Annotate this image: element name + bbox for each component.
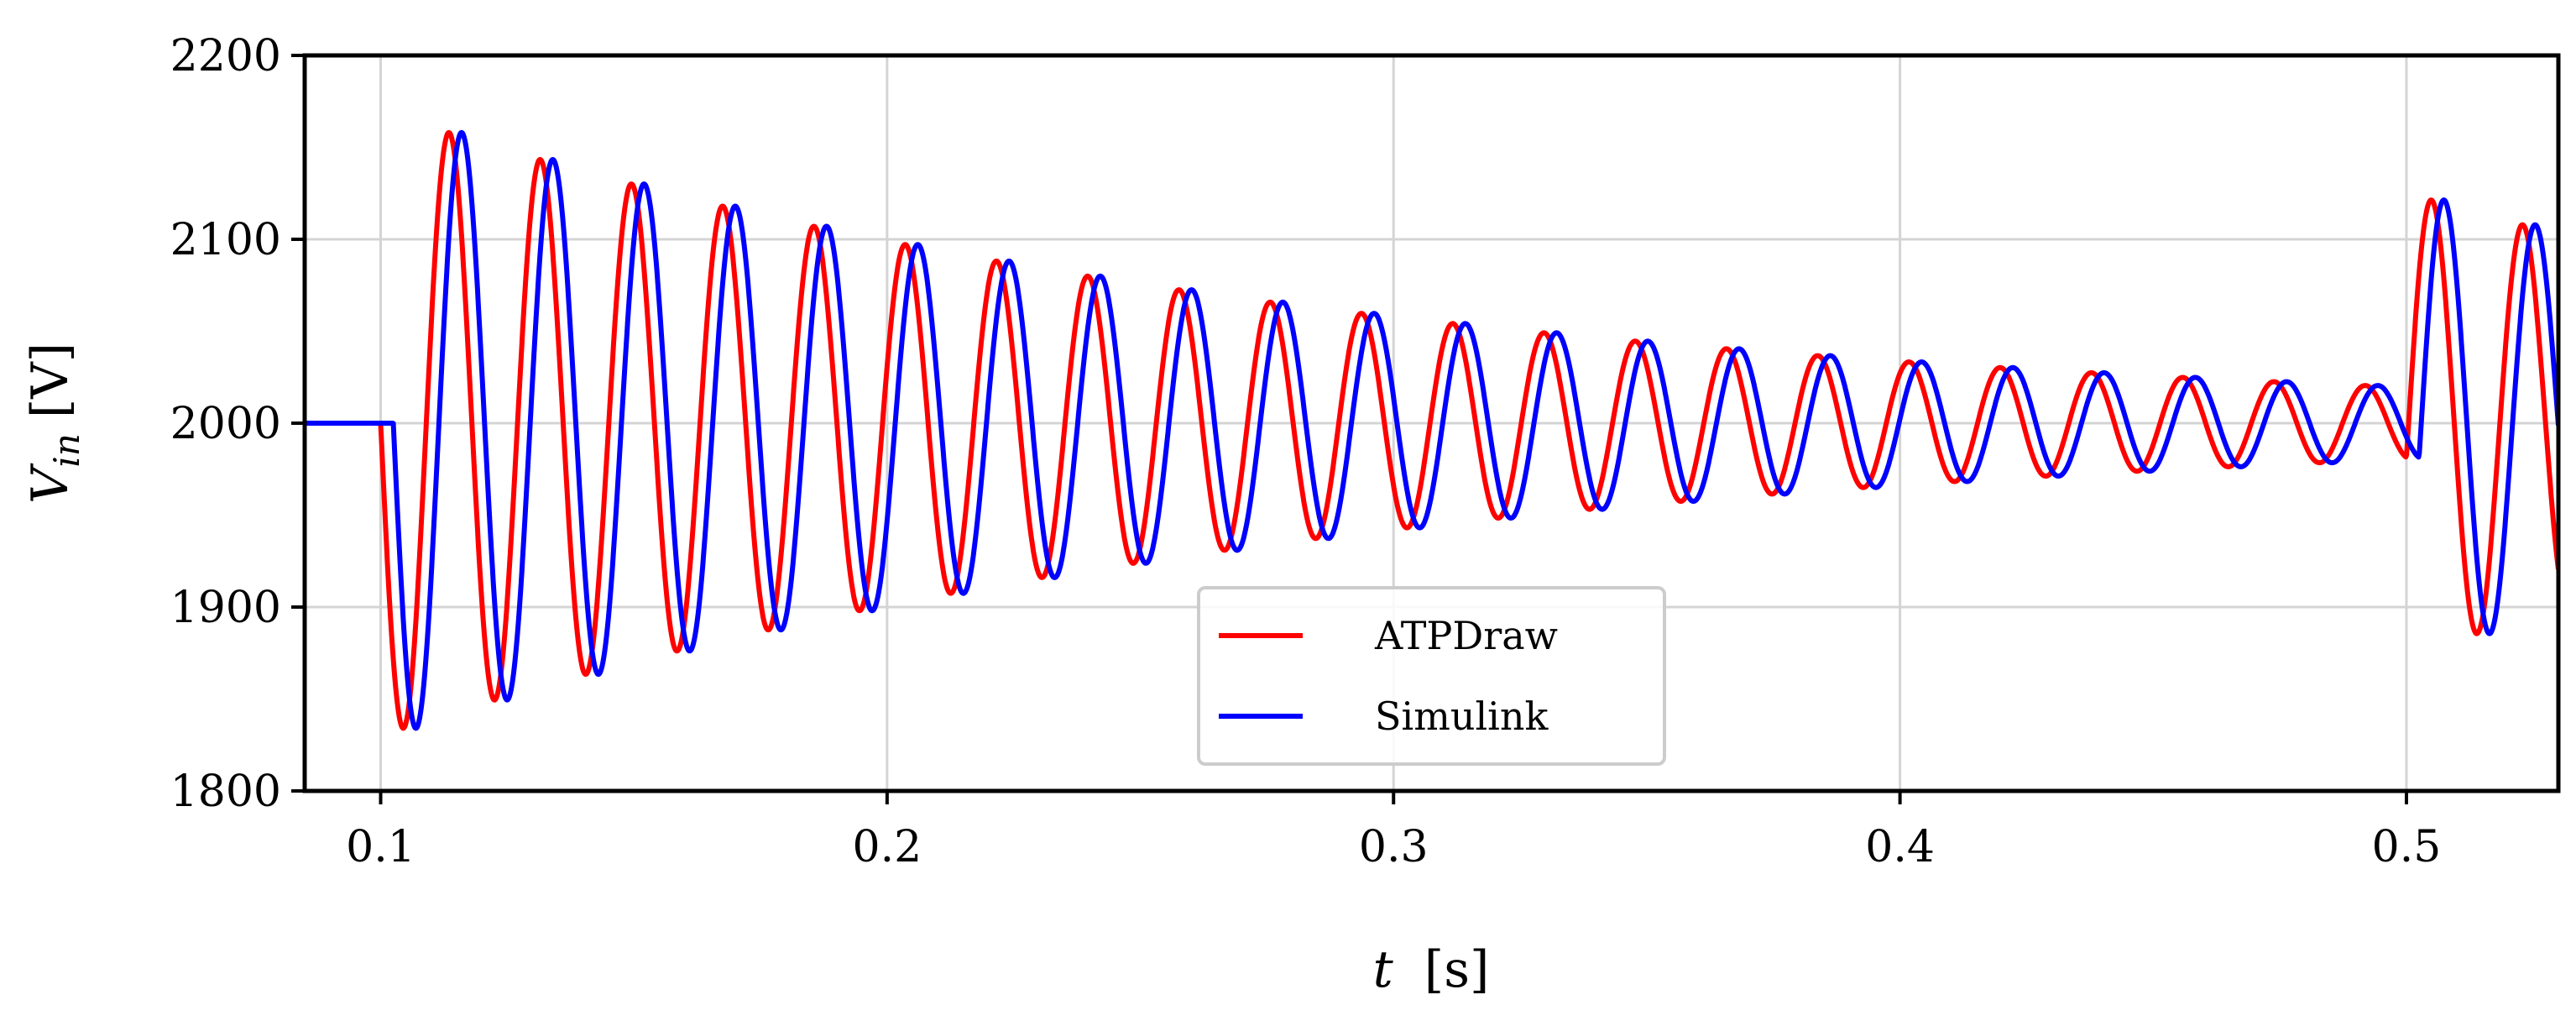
- y-axis-ticks: 1800 1900 2000 2100 2200: [170, 31, 305, 817]
- x-tick-label: 0.2: [853, 822, 922, 872]
- y-tick-label: 1800: [170, 767, 281, 817]
- y-tick-label: 2200: [170, 31, 281, 81]
- series-line-simulink: [305, 129, 2558, 731]
- legend-label-simulink: Simulink: [1375, 694, 1549, 739]
- x-tick-label: 0.1: [346, 822, 415, 872]
- y-tick-label: 1900: [170, 583, 281, 633]
- legend-box: [1197, 586, 1666, 766]
- x-tick-label: 0.5: [2372, 822, 2442, 872]
- y-axis-label: Vin[V]: [21, 343, 87, 504]
- x-axis-label: t [s]: [1373, 940, 1490, 999]
- series-layer: [305, 129, 2558, 731]
- y-tick-label: 2100: [170, 215, 281, 265]
- x-axis-ticks: 0.1 0.2 0.3 0.4 0.5: [346, 791, 2441, 872]
- series-line-atpdraw: [305, 129, 2558, 731]
- x-tick-label: 0.3: [1359, 822, 1429, 872]
- legend: ATPDraw Simulink: [1197, 586, 1666, 766]
- y-tick-label: 2000: [170, 399, 281, 449]
- x-tick-label: 0.4: [1865, 822, 1935, 872]
- legend-label-atpdraw: ATPDraw: [1374, 613, 1558, 658]
